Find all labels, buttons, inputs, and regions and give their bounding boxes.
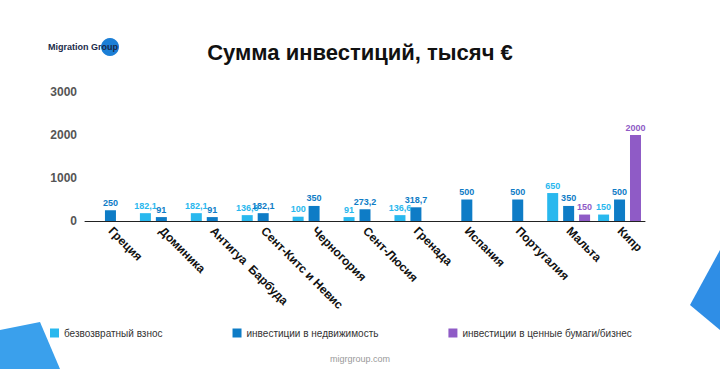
svg-text:182,1: 182,1 [252,201,275,211]
svg-text:инвестиции в недвижимость: инвестиции в недвижимость [247,328,379,339]
svg-text:91: 91 [156,205,166,215]
svg-text:Греция: Греция [106,224,146,264]
svg-text:Черногория: Черногория [309,224,370,284]
svg-text:100: 100 [291,204,306,214]
svg-text:Migration Group: Migration Group [48,42,118,52]
svg-text:Сент-Китс и Невис: Сент-Китс и Невис [258,224,347,312]
svg-text:Мальта: Мальта [564,224,605,265]
svg-text:150: 150 [577,202,592,212]
svg-text:Гренада: Гренада [411,224,455,268]
svg-text:migrgroup.com: migrgroup.com [330,354,390,364]
svg-text:250: 250 [103,198,118,208]
svg-text:Сент-Люсия: Сент-Люсия [360,224,421,285]
svg-text:150: 150 [596,202,611,212]
svg-text:273,2: 273,2 [354,197,377,207]
svg-text:2000: 2000 [625,123,645,133]
svg-text:650: 650 [545,181,560,191]
svg-text:Сумма инвестиций, тысяч €: Сумма инвестиций, тысяч € [207,40,513,65]
svg-text:Доминика: Доминика [156,224,208,276]
svg-text:136,6: 136,6 [388,202,412,213]
svg-text:безвозвратный взнос: безвозвратный взнос [64,328,163,339]
svg-text:91: 91 [207,205,217,215]
svg-text:500: 500 [510,187,525,197]
svg-text:1000: 1000 [50,171,77,185]
svg-text:Антигуа Барбуда: Антигуа Барбуда [207,224,292,308]
svg-text:500: 500 [612,187,627,197]
svg-text:136,6: 136,6 [236,202,259,213]
svg-text:350: 350 [307,193,322,203]
svg-text:3000: 3000 [50,85,77,99]
svg-text:инвестиции в ценные бумаги/биз: инвестиции в ценные бумаги/бизнес [462,328,631,339]
svg-text:182,1: 182,1 [134,201,157,211]
svg-text:Испания: Испания [462,224,508,270]
svg-text:Кипр: Кипр [615,224,646,255]
svg-text:318,7: 318,7 [405,195,428,205]
svg-text:Португалия: Португалия [513,224,572,283]
svg-text:0: 0 [70,214,77,228]
svg-text:500: 500 [459,187,474,197]
svg-text:350: 350 [561,193,576,203]
svg-text:182,1: 182,1 [185,201,208,211]
svg-text:91: 91 [344,205,354,215]
svg-text:2000: 2000 [50,128,77,142]
